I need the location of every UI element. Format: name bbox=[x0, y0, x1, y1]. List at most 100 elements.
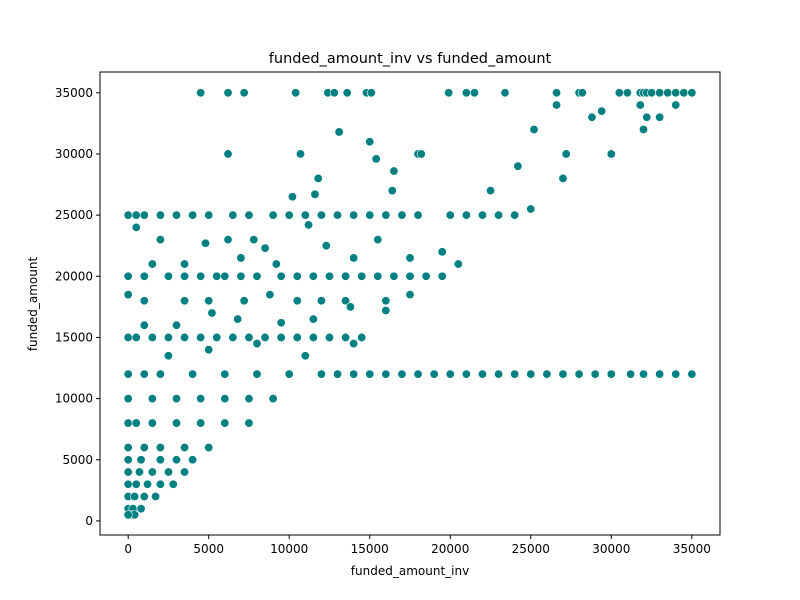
data-point bbox=[136, 455, 146, 465]
data-point bbox=[163, 467, 173, 477]
data-point bbox=[180, 259, 190, 269]
data-point bbox=[308, 271, 318, 281]
data-point bbox=[316, 296, 326, 306]
data-point bbox=[123, 467, 133, 477]
data-point bbox=[558, 173, 568, 183]
y-axis-label: funded_amount bbox=[26, 257, 40, 352]
data-point bbox=[180, 296, 190, 306]
data-point bbox=[131, 418, 141, 428]
data-point bbox=[155, 210, 165, 220]
data-point bbox=[228, 210, 238, 220]
data-point bbox=[671, 369, 681, 379]
data-point bbox=[324, 271, 334, 281]
data-point bbox=[196, 88, 206, 98]
data-point bbox=[405, 290, 415, 300]
data-point bbox=[134, 467, 144, 477]
x-tick-label: 20000 bbox=[431, 542, 469, 556]
data-point bbox=[341, 271, 351, 281]
data-point bbox=[220, 394, 230, 404]
data-point bbox=[635, 100, 645, 110]
data-point bbox=[500, 88, 510, 98]
data-point bbox=[687, 369, 697, 379]
data-point bbox=[349, 253, 359, 263]
data-point bbox=[622, 88, 632, 98]
data-point bbox=[574, 369, 584, 379]
data-point bbox=[445, 369, 455, 379]
x-tick-label: 35000 bbox=[673, 542, 711, 556]
data-point bbox=[437, 271, 447, 281]
data-point bbox=[123, 418, 133, 428]
data-point bbox=[371, 154, 381, 164]
data-point bbox=[341, 332, 351, 342]
data-point bbox=[510, 369, 520, 379]
data-point bbox=[268, 394, 278, 404]
data-point bbox=[171, 394, 181, 404]
data-point bbox=[308, 314, 318, 324]
data-point bbox=[405, 253, 415, 263]
y-tick-label: 5000 bbox=[62, 453, 93, 467]
data-point bbox=[513, 161, 523, 171]
data-point bbox=[292, 271, 302, 281]
data-point bbox=[188, 455, 198, 465]
data-point bbox=[163, 271, 173, 281]
data-point bbox=[131, 332, 141, 342]
data-point bbox=[292, 332, 302, 342]
data-point bbox=[316, 369, 326, 379]
data-point bbox=[453, 259, 463, 269]
data-point bbox=[477, 369, 487, 379]
data-point bbox=[123, 394, 133, 404]
data-point bbox=[196, 418, 206, 428]
data-point bbox=[389, 271, 399, 281]
data-point bbox=[147, 418, 157, 428]
data-point bbox=[123, 210, 133, 220]
data-point bbox=[123, 332, 133, 342]
data-point bbox=[365, 137, 375, 147]
data-point bbox=[587, 112, 597, 122]
data-point bbox=[461, 369, 471, 379]
data-point bbox=[252, 369, 262, 379]
data-point bbox=[389, 166, 399, 176]
data-point bbox=[429, 369, 439, 379]
data-point bbox=[180, 332, 190, 342]
data-point bbox=[671, 88, 681, 98]
data-point bbox=[200, 238, 210, 248]
data-point bbox=[342, 88, 352, 98]
data-point bbox=[163, 332, 173, 342]
points-layer bbox=[123, 88, 697, 520]
data-point bbox=[220, 271, 230, 281]
data-point bbox=[155, 479, 165, 489]
data-point bbox=[236, 253, 246, 263]
data-point bbox=[204, 345, 214, 355]
data-point bbox=[381, 210, 391, 220]
data-point bbox=[494, 210, 504, 220]
data-point bbox=[260, 332, 270, 342]
data-point bbox=[276, 332, 286, 342]
data-point bbox=[663, 88, 673, 98]
data-point bbox=[223, 149, 233, 159]
data-point bbox=[597, 106, 607, 116]
chart-title: funded_amount_inv vs funded_amount bbox=[269, 51, 552, 67]
data-point bbox=[421, 271, 431, 281]
data-point bbox=[139, 296, 149, 306]
data-point bbox=[239, 296, 249, 306]
data-point bbox=[445, 210, 455, 220]
data-point bbox=[139, 320, 149, 330]
data-point bbox=[334, 127, 344, 137]
data-point bbox=[155, 369, 165, 379]
data-point bbox=[143, 479, 153, 489]
data-point bbox=[469, 88, 479, 98]
data-point bbox=[268, 210, 278, 220]
data-point bbox=[345, 302, 355, 312]
x-tick-label: 5000 bbox=[193, 542, 224, 556]
data-point bbox=[477, 210, 487, 220]
data-point bbox=[284, 210, 294, 220]
data-point bbox=[204, 296, 214, 306]
data-point bbox=[168, 479, 178, 489]
data-point bbox=[561, 149, 571, 159]
data-point bbox=[486, 186, 496, 196]
data-point bbox=[151, 491, 161, 501]
data-point bbox=[416, 149, 426, 159]
data-point bbox=[671, 100, 681, 110]
